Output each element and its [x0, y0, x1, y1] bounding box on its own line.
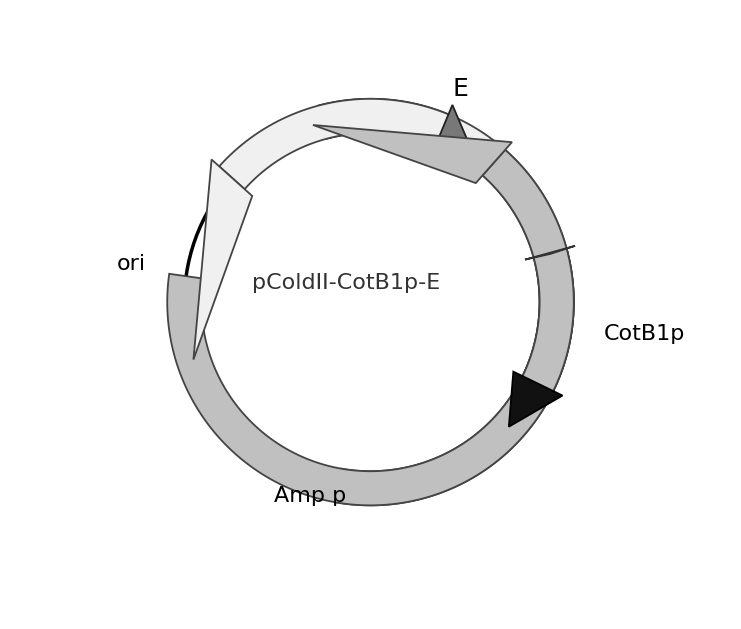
Polygon shape [219, 99, 574, 505]
Polygon shape [525, 246, 575, 260]
Polygon shape [431, 105, 469, 155]
Polygon shape [193, 160, 252, 360]
Text: Amp p: Amp p [274, 486, 347, 506]
Polygon shape [313, 125, 512, 183]
Polygon shape [522, 250, 574, 391]
Polygon shape [475, 143, 565, 257]
Text: CotB1p: CotB1p [603, 325, 685, 345]
Text: pColdII-CotB1p-E: pColdII-CotB1p-E [251, 274, 440, 294]
Text: ori: ori [117, 254, 146, 274]
Polygon shape [167, 150, 574, 505]
Polygon shape [509, 372, 562, 426]
Text: E: E [453, 77, 468, 101]
Polygon shape [318, 99, 448, 146]
